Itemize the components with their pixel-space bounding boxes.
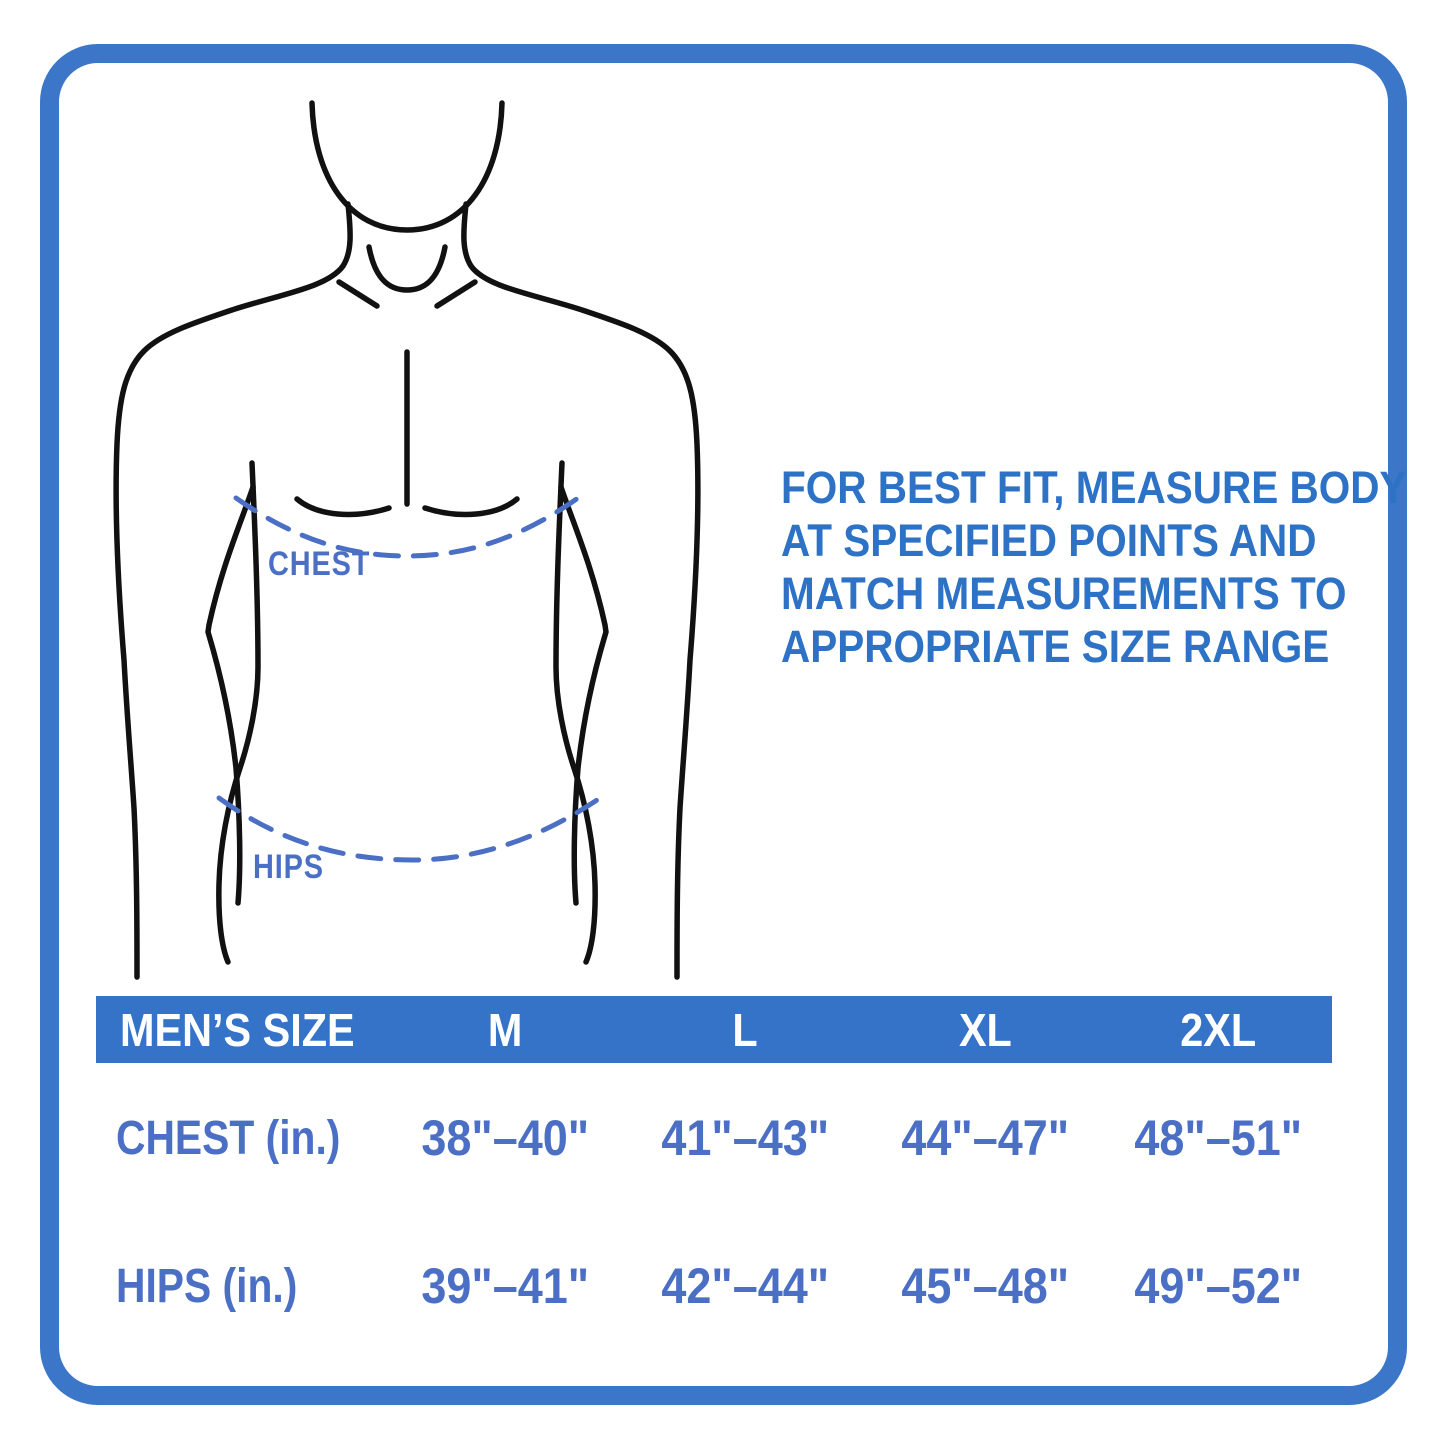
chest-value-m: 38"–40" xyxy=(421,1110,589,1166)
chest-value-xl: 44"–47" xyxy=(901,1110,1069,1166)
instructions-line-3: MATCH MEASUREMENTS TO xyxy=(781,568,1347,619)
hips-value-2xl: 49"–52" xyxy=(1134,1258,1303,1314)
hips-line-label-text: HIPS xyxy=(253,848,324,886)
left-pec-path xyxy=(294,496,392,518)
hips-value-xl: 45"–48" xyxy=(901,1258,1069,1314)
neck-notch-path xyxy=(366,244,448,293)
table-header-row: MEN’S SIZE M L XL 2XL xyxy=(96,996,1332,1063)
left-inner-arm-path xyxy=(205,484,256,906)
left-clavicle-path xyxy=(336,279,380,309)
chest-value-2xl: 48"–51" xyxy=(1134,1110,1303,1166)
header-cell-size-l: L xyxy=(732,1003,758,1056)
table-row-chest: CHEST (in.) 38"–40" 41"–43" 44"–47" 48"–… xyxy=(96,1109,1332,1166)
chest-line-label: CHEST xyxy=(268,545,388,584)
hips-line-label: HIPS xyxy=(253,848,336,887)
right-shoulder-arm-path xyxy=(461,201,701,980)
hips-value-m: 39"–41" xyxy=(421,1258,589,1314)
header-cell-size-m: M xyxy=(487,1003,523,1056)
left-torso-side-path xyxy=(216,460,261,965)
fit-instructions-text: FOR BEST FIT, MEASURE BODY AT SPECIFIED … xyxy=(781,461,1445,673)
size-chart-table: MEN’S SIZE M L XL 2XL CHEST (in.) 38"–40… xyxy=(96,996,1332,1314)
header-cell-size-2xl: 2XL xyxy=(1180,1003,1257,1056)
chest-line-label-text: CHEST xyxy=(268,545,371,583)
hips-measure-line xyxy=(216,795,603,863)
chest-row-label: CHEST (in.) xyxy=(116,1111,341,1165)
right-inner-arm-path xyxy=(558,484,609,906)
header-cell-mens-size: MEN’S SIZE xyxy=(120,1003,355,1056)
right-torso-side-path xyxy=(553,460,598,965)
head-outline-path xyxy=(309,100,505,233)
hips-row-label: HIPS (in.) xyxy=(116,1259,298,1313)
border-frame xyxy=(40,44,1407,1405)
instructions-line-4: APPROPRIATE SIZE RANGE xyxy=(781,621,1330,672)
table-row-hips: HIPS (in.) 39"–41" 42"–44" 45"–48" 49"–5… xyxy=(96,1257,1332,1314)
instructions-line-1: FOR BEST FIT, MEASURE BODY xyxy=(781,462,1407,513)
instructions-line-2: AT SPECIFIED POINTS AND xyxy=(781,515,1317,566)
hips-value-l: 42"–44" xyxy=(661,1258,829,1314)
right-clavicle-path xyxy=(434,279,478,309)
right-pec-path xyxy=(422,496,520,518)
header-cell-size-xl: XL xyxy=(958,1003,1012,1056)
chest-value-l: 41"–43" xyxy=(661,1110,829,1166)
left-shoulder-arm-path xyxy=(113,201,353,980)
